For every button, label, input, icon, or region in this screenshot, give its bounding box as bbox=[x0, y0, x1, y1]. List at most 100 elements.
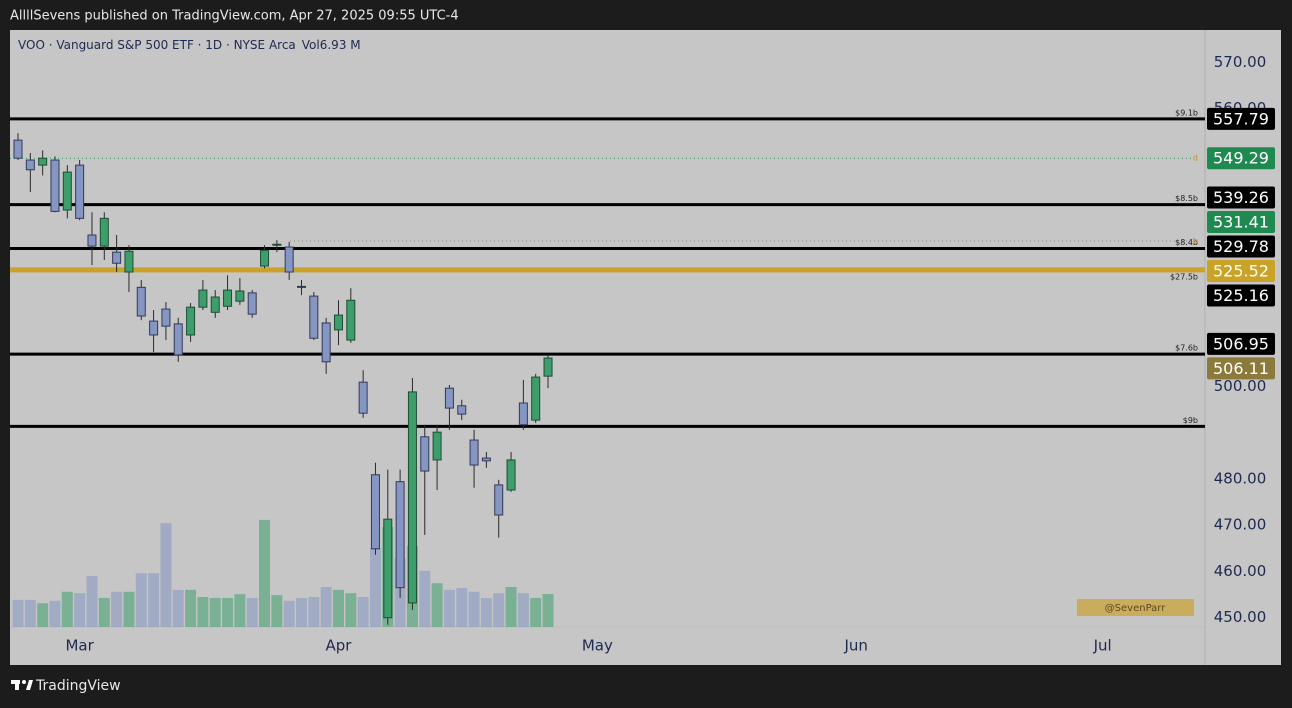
y-tick-label: 470.00 bbox=[1214, 516, 1267, 534]
price-badge-label: 506.11 bbox=[1213, 359, 1269, 378]
axes-layer: 570.00560.00520.00500.00480.00470.00460.… bbox=[65, 53, 1275, 655]
price-badge-label: 557.79 bbox=[1213, 109, 1269, 128]
candle-body bbox=[370, 474, 380, 550]
level-label: $8.4b bbox=[1175, 238, 1198, 247]
candle-body bbox=[481, 457, 491, 462]
candle-body bbox=[62, 171, 72, 211]
volume-bar bbox=[12, 599, 24, 627]
candle-body bbox=[531, 376, 541, 421]
candle-body bbox=[260, 249, 270, 267]
price-badge-label: 549.29 bbox=[1213, 149, 1269, 168]
volume-label: Vol bbox=[302, 38, 320, 52]
y-tick-label: 450.00 bbox=[1214, 608, 1267, 626]
candle-body bbox=[506, 459, 516, 491]
candle-body bbox=[309, 295, 319, 339]
x-tick-label: Apr bbox=[326, 637, 353, 655]
volume-bar bbox=[86, 576, 98, 627]
candle-body bbox=[543, 357, 553, 377]
candle-body bbox=[161, 308, 171, 327]
candle-body bbox=[297, 285, 307, 288]
candle-body bbox=[235, 290, 245, 302]
volume-bar bbox=[24, 599, 36, 627]
volume-bar bbox=[74, 593, 86, 627]
candle-body bbox=[518, 402, 528, 426]
candle-body bbox=[25, 159, 35, 171]
volume-bar bbox=[234, 594, 246, 627]
volume-bar bbox=[357, 597, 369, 627]
header: AllllSevens published on TradingView.com… bbox=[10, 9, 459, 24]
candle-body bbox=[272, 243, 282, 246]
candles-layer bbox=[13, 133, 553, 625]
candle-body bbox=[444, 387, 454, 409]
price-badge-label: 525.52 bbox=[1213, 261, 1269, 280]
level-label: $9.1b bbox=[1175, 108, 1198, 117]
candle-body bbox=[358, 381, 368, 414]
candle-body bbox=[186, 306, 196, 336]
candle-body bbox=[383, 518, 393, 619]
logo-part bbox=[15, 680, 19, 690]
candle-body bbox=[38, 157, 48, 166]
candle-body bbox=[124, 250, 134, 273]
candle-body bbox=[173, 323, 183, 356]
volume-bar bbox=[308, 597, 320, 627]
price-badge bbox=[1207, 235, 1275, 258]
candle-body bbox=[432, 431, 442, 461]
y-tick-label: 500.00 bbox=[1214, 377, 1267, 395]
candle-body bbox=[210, 296, 220, 313]
price-badge-label: 506.95 bbox=[1213, 334, 1269, 353]
volume-bar bbox=[468, 591, 480, 627]
price-badge bbox=[1207, 107, 1275, 130]
price-badge bbox=[1207, 284, 1275, 307]
volume-bar bbox=[271, 595, 283, 627]
legend-title: VOO · Vanguard S&P 500 ETF · 1D · NYSE A… bbox=[18, 38, 296, 52]
candle-body bbox=[395, 481, 405, 589]
volume-bar bbox=[517, 593, 529, 627]
candle-body bbox=[13, 139, 23, 159]
volume-bar bbox=[283, 600, 295, 627]
x-tick-label: Mar bbox=[65, 637, 94, 655]
volume-bar bbox=[456, 587, 468, 627]
volume-bar bbox=[185, 589, 197, 627]
candle-body bbox=[87, 234, 97, 247]
volume-bar bbox=[111, 591, 123, 627]
candle-body bbox=[223, 289, 233, 307]
levels-layer: $9.1b $8.5b $8.4b $27.5b $7.6b $9b d b bbox=[10, 108, 1205, 428]
candle-body bbox=[284, 246, 294, 273]
price-badge-label: 531.41 bbox=[1213, 212, 1269, 231]
volume-layer bbox=[12, 519, 554, 627]
volume-bar bbox=[296, 597, 308, 627]
volume-bar bbox=[172, 589, 184, 627]
volume-bar bbox=[98, 597, 110, 627]
volume-bar bbox=[332, 589, 344, 627]
volume-bar bbox=[530, 597, 542, 627]
candle-body bbox=[99, 217, 109, 247]
volume-bar bbox=[222, 597, 234, 627]
watermark-box bbox=[1077, 599, 1194, 616]
dotted-level-label: d bbox=[1193, 154, 1198, 163]
candle-body bbox=[136, 286, 146, 317]
price-badge bbox=[1207, 332, 1275, 355]
candle-body bbox=[247, 292, 257, 315]
y-tick-label: 480.00 bbox=[1214, 469, 1267, 487]
legend: VOO · Vanguard S&P 500 ETF · 1D · NYSE A… bbox=[18, 38, 361, 52]
x-tick-label: May bbox=[582, 637, 613, 655]
candle-body bbox=[112, 251, 122, 264]
candle-body bbox=[50, 159, 60, 212]
volume-bar bbox=[37, 603, 49, 627]
volume-bar bbox=[493, 593, 505, 627]
level-label: $27.5b bbox=[1170, 272, 1198, 281]
volume-bar bbox=[443, 589, 455, 627]
volume-bar bbox=[123, 591, 135, 627]
volume-bar bbox=[505, 587, 517, 627]
x-tick-label: Jul bbox=[1093, 637, 1112, 655]
y-tick-label: 460.00 bbox=[1214, 562, 1267, 580]
volume-bar bbox=[135, 573, 147, 627]
volume-bar bbox=[431, 583, 443, 627]
volume-bar bbox=[259, 519, 271, 627]
volume-bar bbox=[419, 570, 431, 627]
volume-bar bbox=[369, 547, 381, 627]
candle-body bbox=[407, 391, 417, 604]
volume-bar bbox=[160, 523, 172, 627]
logo-part bbox=[22, 680, 26, 684]
